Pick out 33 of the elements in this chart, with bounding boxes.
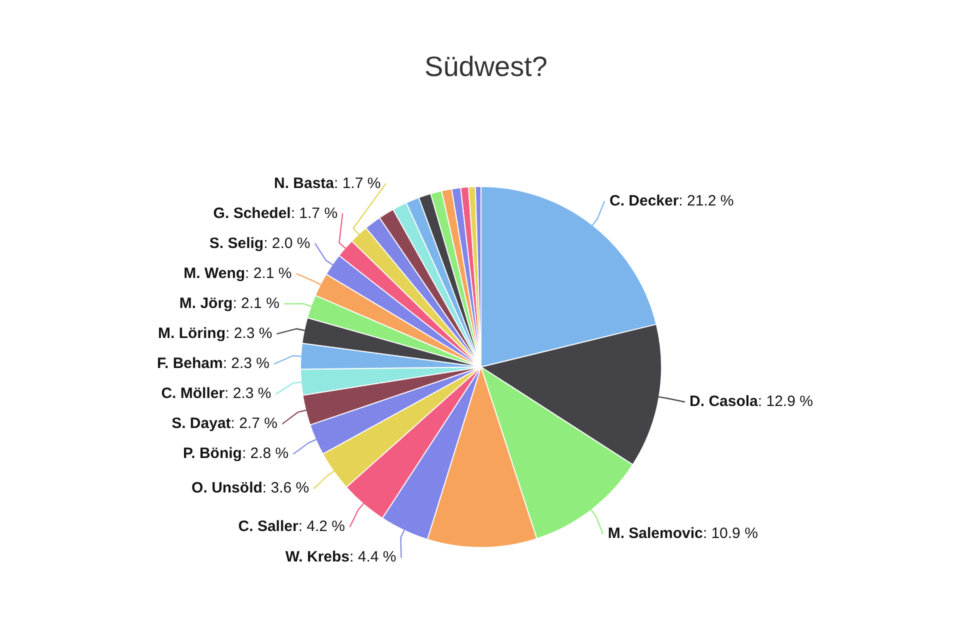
data-label: : 2.0 % [264,234,310,252]
data-label: : 4.4 % [350,548,396,566]
data-label: : 2.1 % [245,264,292,282]
data-label: : 1.7 % [290,204,338,222]
slice-label: D. Casola [690,393,759,410]
slice-label: S. Dayat [172,414,231,432]
slice-label: C. Saller [238,518,298,535]
data-label: : 10.9 % [702,524,758,542]
slice-label: F. Beham [156,354,223,372]
slice-label: O. Unsöld [192,480,262,497]
slice-label: M. Löring [158,324,226,342]
slice-label: C. Decker [609,192,679,210]
slice-label: M. Jörg [179,294,233,312]
data-label: : 1.7 % [334,174,381,192]
chart-title: Südwest? [424,50,548,84]
slice-label: P. Bönig [183,444,242,462]
data-label: : 4.2 % [298,518,346,535]
slice-label: W. Krebs [285,548,350,566]
data-label: : 12.9 % [758,393,813,410]
slice-label: G. Schedel [213,204,291,222]
data-label: : 2.3 % [225,324,272,342]
data-label: : 2.8 % [242,444,289,462]
data-label: : 2.3 % [222,354,270,372]
slice-label: S. Selig [209,234,264,252]
data-label: : 2.7 % [230,414,278,432]
data-label: : 2.3 % [224,384,272,402]
data-label: : 2.1 % [232,294,280,312]
slice-label: C. Möller [161,384,225,402]
slice-label: M. Weng [184,264,246,282]
data-label: : 21.2 % [678,192,734,210]
data-label: : 3.6 % [262,480,310,497]
slice-label: N. Basta [274,174,335,192]
slice-label: M. Salemovic [608,524,703,542]
